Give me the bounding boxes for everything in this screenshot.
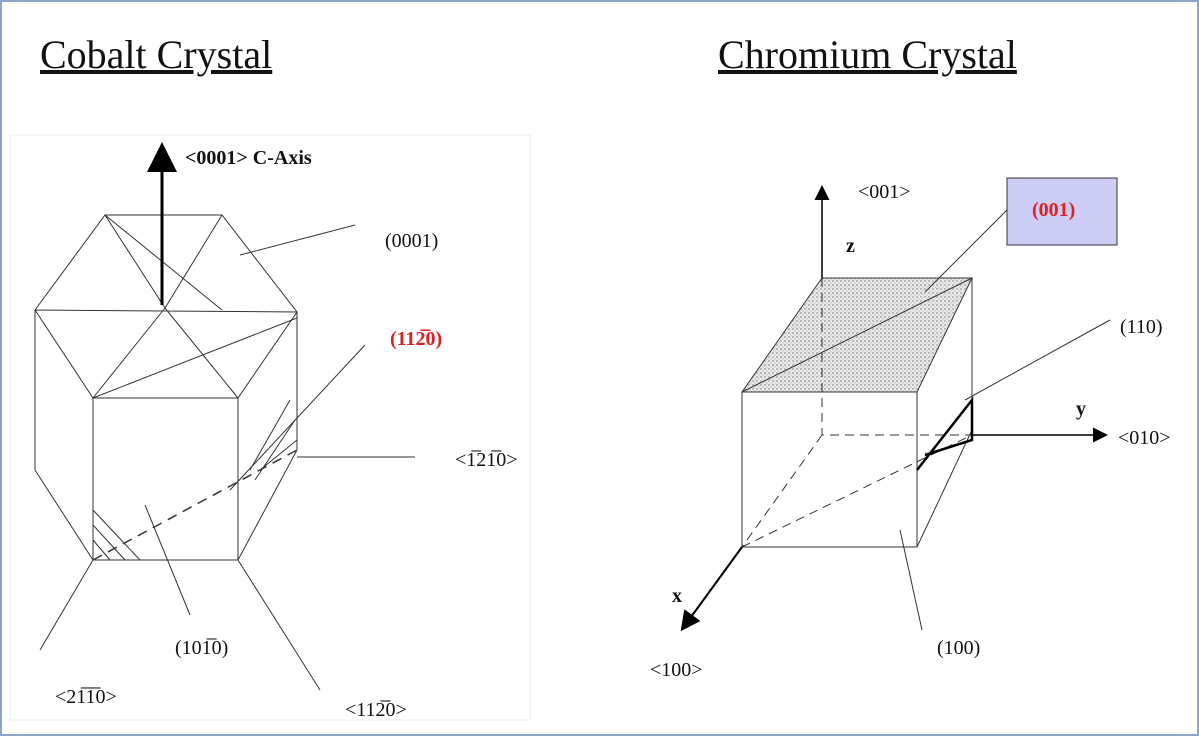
label: (0001) xyxy=(385,230,438,252)
cobalt-diagram: <0001> C-Axis (0001) (112̅0) <1̅21̅0> (1… xyxy=(9,134,531,721)
chromium-diagram: (001) <001> z (110) y <010> x <100> (100… xyxy=(650,177,1171,681)
cobalt-title: Cobalt Crystal xyxy=(40,32,272,77)
leader-lines xyxy=(39,224,415,691)
label: y xyxy=(1076,398,1086,420)
label: (100) xyxy=(937,637,980,659)
label: <112̅0> xyxy=(345,699,407,721)
plane-110 xyxy=(916,396,974,471)
label: <010> xyxy=(1118,427,1171,449)
label: <0001> C-Axis xyxy=(185,147,312,169)
panel xyxy=(9,134,531,721)
label: (112̅0) xyxy=(390,328,442,350)
x-axis xyxy=(680,546,743,632)
dashed-line xyxy=(92,449,298,561)
label: x xyxy=(672,585,682,607)
callout-box xyxy=(1006,177,1118,246)
label: <001> xyxy=(858,181,911,203)
label: (001) xyxy=(1032,199,1075,221)
hatching xyxy=(92,399,298,561)
label: <1̅21̅0> xyxy=(455,449,518,471)
label: z xyxy=(846,235,855,257)
label: (110) xyxy=(1120,316,1163,338)
leader-lines xyxy=(899,209,1111,631)
label: <100> xyxy=(650,659,703,681)
chromium-title: Chromium Crystal xyxy=(718,32,1017,77)
cube xyxy=(741,277,973,548)
label: (101̅0) xyxy=(175,637,228,659)
hidden-edges xyxy=(741,278,973,548)
label: <21̅1̅0> xyxy=(55,686,117,708)
